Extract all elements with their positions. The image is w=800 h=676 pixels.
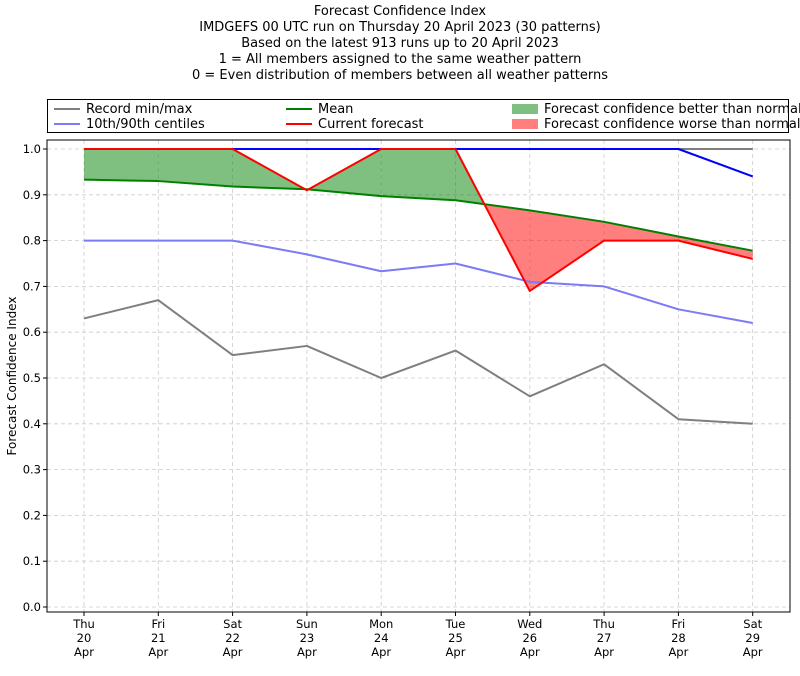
series-line-mean — [83, 178, 753, 252]
x-tick-label: Apr — [148, 645, 168, 659]
fill-better-segment — [381, 149, 456, 201]
legend-label-better: Forecast confidence better than normal — [544, 101, 800, 117]
x-tick-label: Sat — [743, 617, 762, 631]
legend-label-worse: Forecast confidence worse than normal — [544, 116, 800, 132]
series-line-current — [84, 148, 753, 292]
x-tick-label: 25 — [448, 631, 463, 645]
legend-label-centiles: 10th/90th centiles — [86, 116, 205, 132]
title-line-1: Forecast Confidence Index — [313, 4, 487, 19]
title-line-5: 0 = Even distribution of members between… — [191, 68, 609, 83]
x-tick-label: Thu — [72, 617, 95, 631]
fill-worse-segment — [529, 210, 605, 291]
series-lines — [83, 148, 754, 425]
fill-worse-segment — [678, 236, 753, 259]
legend-label-mean: Mean — [318, 101, 354, 117]
x-tick-label: Fri — [672, 617, 686, 631]
y-tick-label: 0.2 — [23, 508, 41, 522]
legend-item-centiles: 10th/90th centiles — [54, 116, 205, 132]
y-tick-label: 0.5 — [23, 371, 41, 385]
x-tick-label: Mon — [369, 617, 393, 631]
legend-swatch-centiles — [54, 123, 80, 125]
chart-title: Forecast Confidence Index IMDGEFS 00 UTC… — [0, 4, 800, 84]
legend: Record min/max 10th/90th centiles Mean C… — [47, 99, 800, 133]
x-tick-label: Apr — [668, 645, 688, 659]
x-tick-label: 26 — [522, 631, 537, 645]
x-tick-label: 28 — [671, 631, 686, 645]
x-tick-label: Apr — [446, 645, 466, 659]
legend-item-worse: Forecast confidence worse than normal — [512, 116, 800, 132]
x-tick-label: 22 — [225, 631, 240, 645]
x-tick-label: 20 — [77, 631, 92, 645]
plot-frame — [46, 139, 791, 613]
legend-label-record: Record min/max — [86, 101, 193, 117]
axis-ticks: Thu20AprFri21AprSat22AprSun23AprMon24Apr… — [23, 142, 763, 659]
y-tick-label: 0.7 — [23, 279, 41, 293]
series-line-p10 — [84, 239, 753, 325]
y-tick-label: 1.0 — [23, 142, 41, 156]
y-tick-label: 0.0 — [23, 600, 41, 614]
x-tick-label: Apr — [743, 645, 763, 659]
x-tick-label: Fri — [151, 617, 165, 631]
legend-item-record: Record min/max — [54, 101, 192, 117]
legend-swatch-worse — [512, 119, 538, 129]
y-tick-label: 0.3 — [23, 463, 41, 477]
x-tick-label: Apr — [371, 645, 391, 659]
x-tick-label: 27 — [597, 631, 612, 645]
legend-swatch-current — [286, 123, 312, 125]
fill-worse-segment — [604, 221, 679, 241]
x-tick-label: Apr — [594, 645, 614, 659]
title-line-2: IMDGEFS 00 UTC run on Thursday 20 April … — [199, 20, 601, 35]
x-tick-label: Apr — [223, 645, 243, 659]
y-tick-label: 0.9 — [23, 188, 41, 202]
series-line-min — [83, 299, 753, 425]
fill-better-segment — [158, 149, 233, 187]
y-tick-label: 0.1 — [23, 554, 41, 568]
grid — [47, 140, 790, 612]
legend-swatch-better — [512, 104, 538, 114]
y-axis-title: Forecast Confidence Index — [5, 297, 19, 456]
legend-swatch-record — [54, 108, 80, 110]
x-tick-label: 24 — [374, 631, 389, 645]
y-tick-label: 0.8 — [23, 234, 41, 248]
x-tick-label: Apr — [297, 645, 317, 659]
title-line-4: 1 = All members assigned to the same wea… — [218, 52, 582, 67]
legend-item-current: Current forecast — [286, 116, 424, 132]
title-line-3: Based on the latest 913 runs up to 20 Ap… — [241, 36, 559, 51]
fill-better-segment — [308, 149, 382, 197]
x-tick-label: Apr — [520, 645, 540, 659]
confidence-fills — [84, 149, 753, 291]
x-tick-label: Thu — [592, 617, 615, 631]
x-tick-label: Sun — [296, 617, 318, 631]
y-tick-label: 0.4 — [23, 417, 41, 431]
legend-label-current: Current forecast — [318, 116, 424, 132]
fill-better-segment — [84, 149, 159, 182]
legend-item-better: Forecast confidence better than normal — [512, 101, 800, 117]
x-tick-label: 21 — [151, 631, 166, 645]
x-tick-label: 29 — [745, 631, 760, 645]
x-tick-label: Apr — [74, 645, 94, 659]
x-tick-label: Sat — [223, 617, 242, 631]
x-tick-label: Tue — [445, 617, 466, 631]
x-tick-label: Wed — [517, 617, 542, 631]
x-tick-label: 23 — [300, 631, 315, 645]
legend-item-mean: Mean — [286, 101, 353, 117]
legend-swatch-mean — [286, 108, 312, 110]
y-tick-label: 0.6 — [23, 325, 41, 339]
